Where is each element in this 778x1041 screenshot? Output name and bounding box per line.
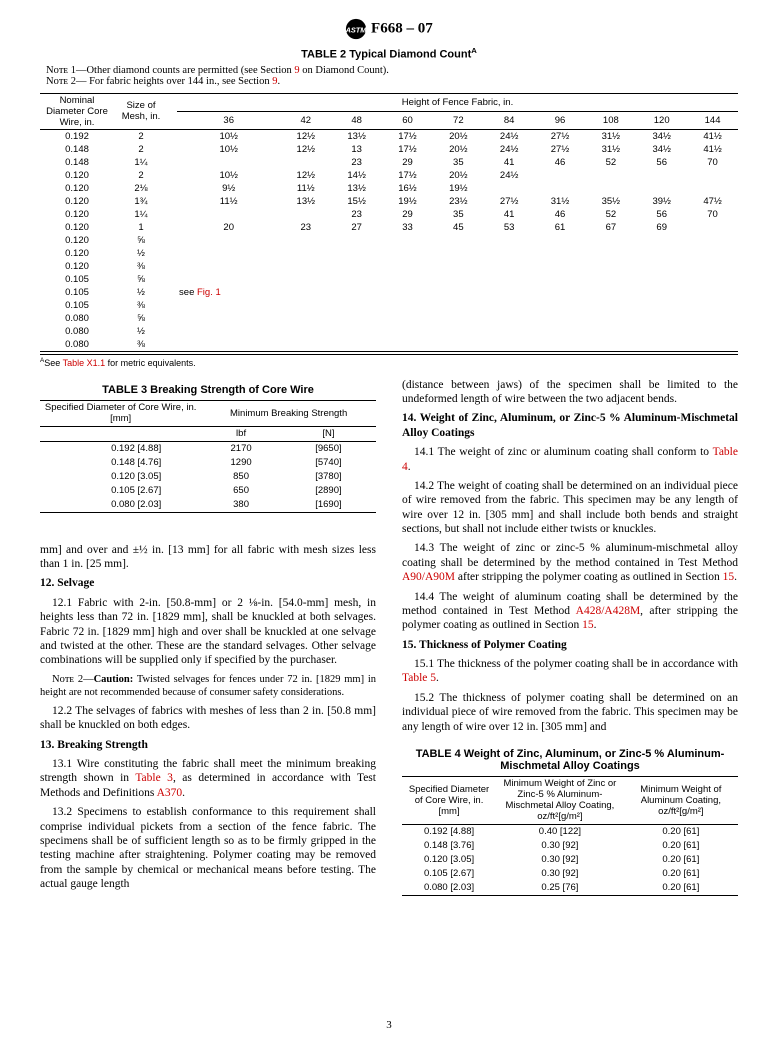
table4-caption: TABLE 4 Weight of Zinc, Aluminum, or Zin… [402, 748, 738, 772]
right-body: (distance between jaws) of the specimen … [402, 378, 738, 734]
table2-footnote: ASee Table X1.1 for metric equivalents. [40, 354, 738, 368]
table-3: Specified Diameter of Core Wire, in. [mm… [40, 400, 376, 513]
astm-logo: ASTM [345, 18, 367, 40]
table2-notes: Nᴏᴛᴇ 1—Other diamond counts are permitte… [46, 65, 738, 87]
svg-text:ASTM: ASTM [345, 26, 367, 35]
page-number: 3 [0, 1019, 778, 1031]
table-4: Specified Diameter of Core Wire, in. [mm… [402, 776, 738, 896]
table2-caption: TABLE 2 Typical Diamond CountA [40, 46, 738, 61]
left-body: mm] and over and ±½ in. [13 mm] for all … [40, 543, 376, 892]
table-2: Nominal Diameter Core Wire, in. Size of … [40, 93, 738, 352]
doc-id: F668 – 07 [371, 20, 433, 36]
doc-header: ASTM F668 – 07 [40, 18, 738, 40]
table3-caption: TABLE 3 Breaking Strength of Core Wire [40, 384, 376, 396]
